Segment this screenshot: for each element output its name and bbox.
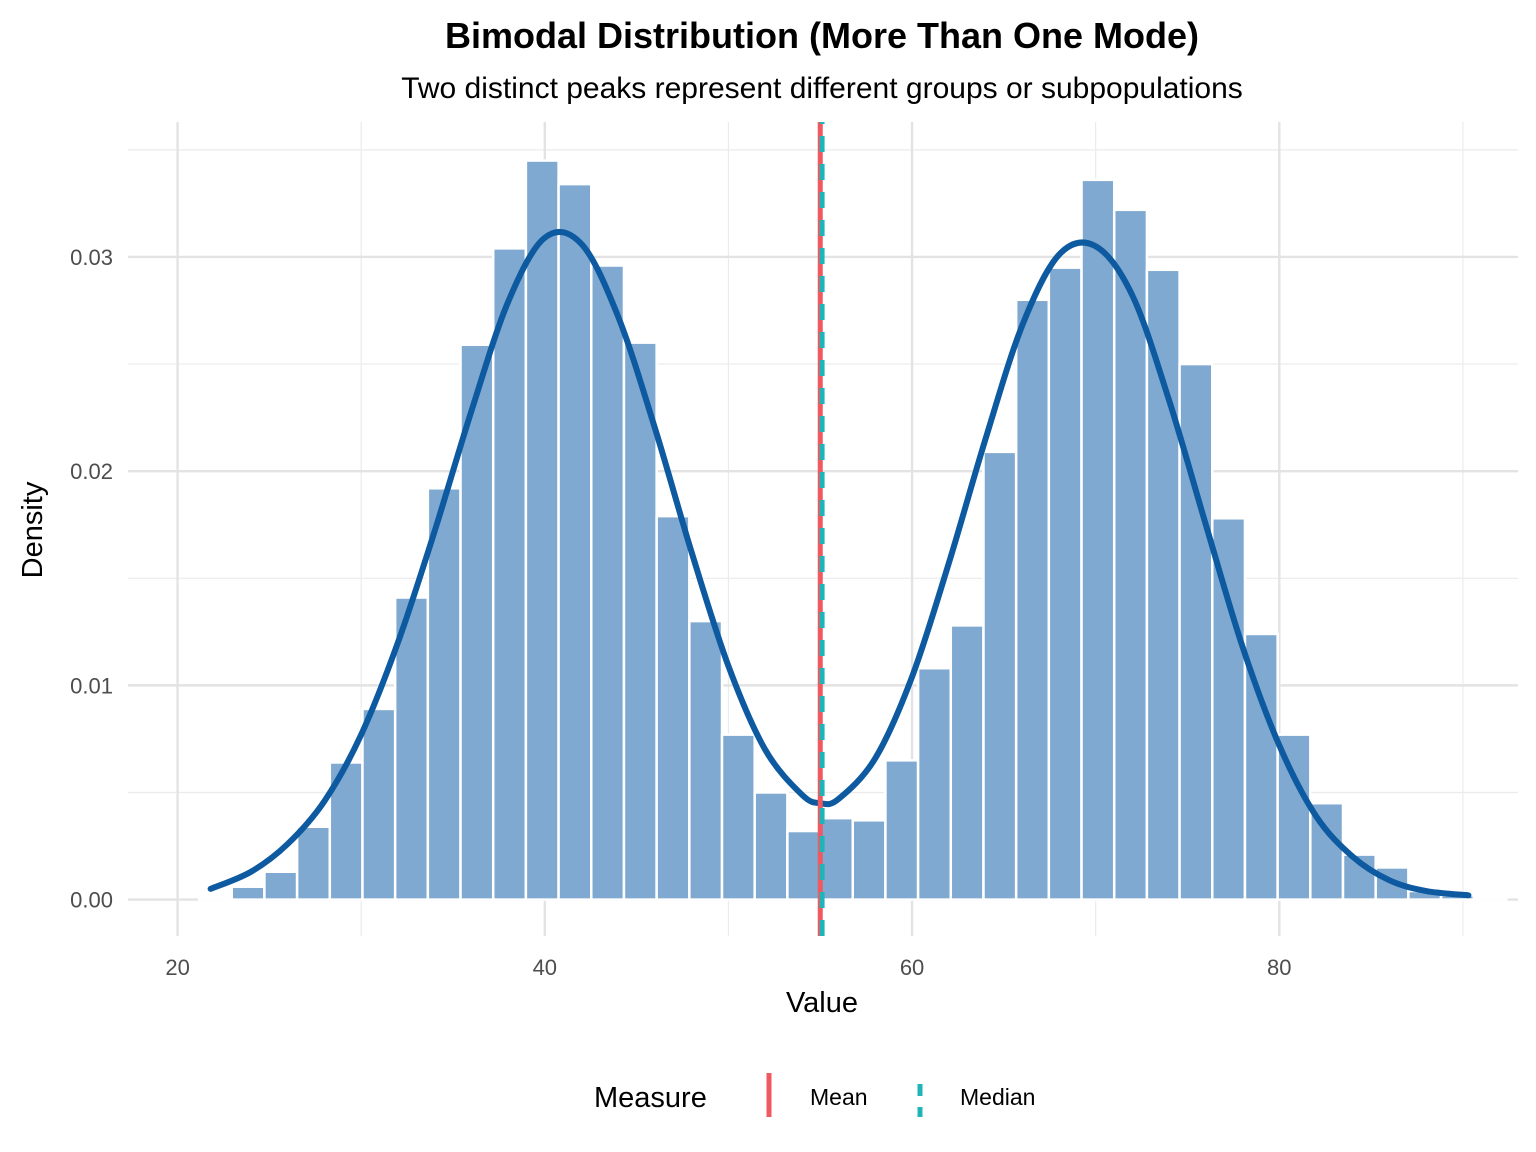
y-tick-label: 0.02 — [70, 459, 113, 484]
chart-subtitle: Two distinct peaks represent different g… — [401, 72, 1243, 105]
histogram-bar — [557, 182, 593, 901]
histogram-bar — [263, 870, 299, 901]
legend: Measure Mean Median — [594, 1073, 1035, 1117]
histogram-bar — [1211, 517, 1247, 901]
density-curve-group — [207, 228, 1472, 899]
reference-lines — [817, 122, 825, 936]
histogram-bar — [720, 733, 756, 901]
histogram-bar — [426, 487, 462, 901]
histogram-bar — [851, 819, 887, 901]
histogram-bar — [818, 816, 854, 901]
y-axis-title: Density — [17, 481, 49, 578]
histogram-bar — [590, 264, 626, 901]
histogram-bar — [753, 791, 789, 901]
histogram-bar — [230, 885, 266, 901]
histogram-bar — [916, 666, 953, 901]
y-tick-label: 0.01 — [70, 673, 113, 698]
x-tick-label: 60 — [900, 955, 924, 980]
histogram-bar — [884, 759, 920, 901]
histogram-bar — [295, 825, 332, 901]
histogram-bar — [655, 514, 691, 901]
legend-label-mean: Mean — [810, 1084, 868, 1110]
histogram-bar — [1014, 298, 1051, 901]
histogram-bar — [1080, 178, 1116, 901]
histogram-bar — [1145, 268, 1181, 901]
histogram-bar — [393, 596, 430, 901]
histogram-bar — [491, 247, 528, 901]
x-tick-label: 80 — [1267, 955, 1291, 980]
y-tick-label: 0.00 — [70, 888, 113, 913]
histogram-bar — [622, 341, 658, 901]
histogram-bar — [524, 159, 560, 901]
x-axis-ticks: 20 40 60 80 — [165, 955, 1291, 980]
chart-title: Bimodal Distribution (More Than One Mode… — [445, 15, 1199, 56]
histogram-bar — [786, 829, 822, 901]
x-axis-title: Value — [786, 987, 858, 1019]
density-curve — [207, 228, 1472, 899]
histogram-bar — [1472, 896, 1508, 901]
legend-label-median: Median — [960, 1084, 1035, 1110]
histogram-bar — [197, 896, 233, 901]
histogram-bar — [688, 619, 724, 901]
histogram-bar — [1047, 266, 1083, 901]
histogram-bar — [949, 624, 985, 901]
y-axis-ticks: 0.00 0.01 0.02 0.03 — [70, 245, 113, 913]
x-tick-label: 40 — [533, 955, 557, 980]
x-tick-label: 20 — [165, 955, 189, 980]
legend-title: Measure — [594, 1082, 707, 1114]
y-tick-label: 0.03 — [70, 245, 113, 270]
histogram-bar — [982, 450, 1018, 901]
histogram-bar — [361, 707, 397, 901]
